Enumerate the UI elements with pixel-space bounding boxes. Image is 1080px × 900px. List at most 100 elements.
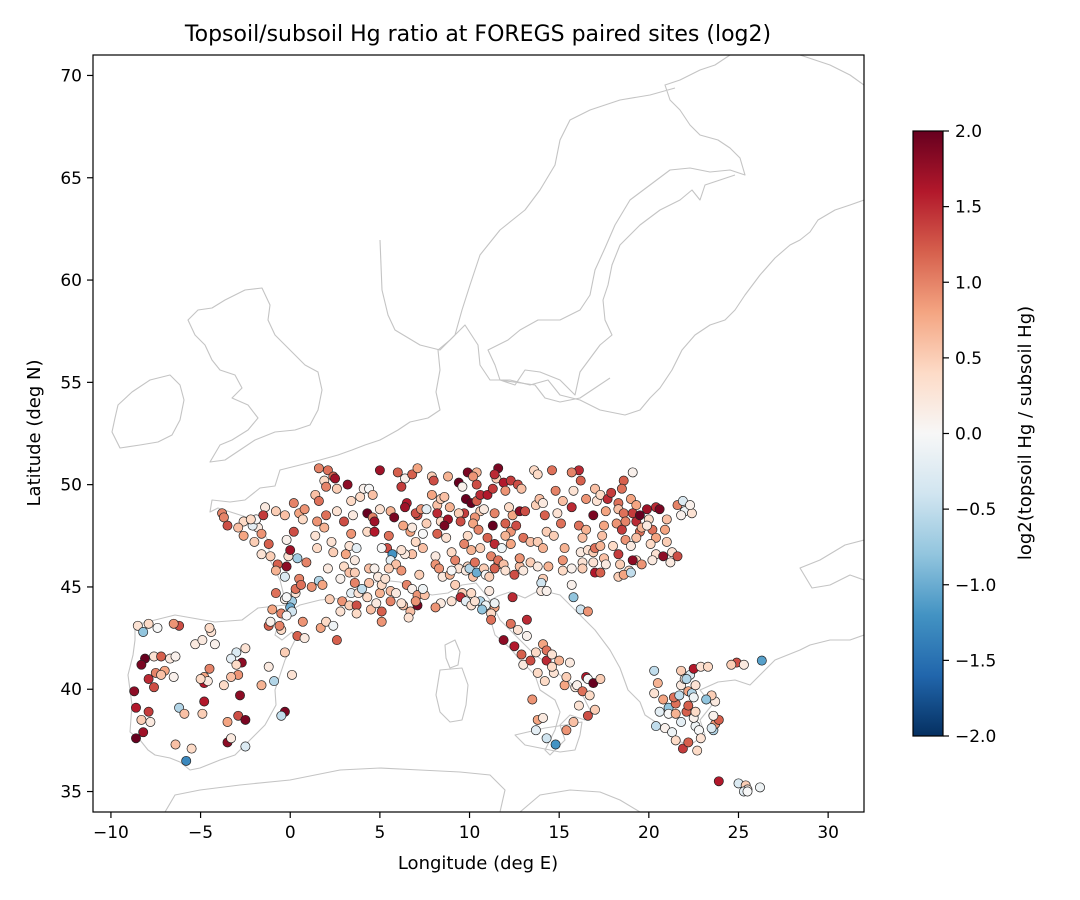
x-tick-label: 5 [374,823,385,843]
data-point [297,514,308,525]
data-point [486,614,497,625]
data-point [575,475,586,486]
data-point [530,647,541,658]
y-tick-label: 40 [60,680,82,700]
data-point [473,524,484,535]
data-point [620,516,631,527]
data-point [396,598,407,609]
data-point [654,706,665,717]
colorbar-tick-label: 0.0 [955,425,982,445]
data-point [692,745,703,756]
data-point [661,514,672,525]
data-point [131,702,141,713]
data-point [466,588,477,599]
data-point [129,686,140,697]
data-point [520,506,531,517]
data-point [511,520,522,531]
data-point [552,508,563,519]
data-point [226,672,237,682]
data-point [548,530,559,541]
data-point [446,547,457,558]
data-point [670,735,681,746]
data-point [204,663,215,674]
data-point [627,555,638,566]
data-point [706,723,717,734]
data-point [547,661,557,672]
data-point [342,479,353,490]
data-point [245,514,256,525]
data-point [369,516,380,527]
data-point [233,522,244,533]
data-point [348,510,358,521]
data-point [276,710,287,721]
data-point [439,520,450,531]
data-point [489,469,500,480]
data-point [634,510,645,521]
data-point [557,496,568,506]
data-point [428,475,439,486]
data-point [516,649,527,660]
data-point [240,714,251,725]
y-axis-ticks: 35 40 45 50 55 60 65 70 [60,66,93,803]
data-point [357,584,367,594]
data-point [608,541,618,551]
colorbar-tick-label: −1.0 [955,576,996,596]
data-point [240,741,251,752]
data-point [642,504,652,515]
data-point [577,563,588,574]
data-point [319,522,330,533]
data-point [256,549,267,560]
data-point [149,682,159,693]
data-point [446,596,457,607]
data-point [287,669,297,680]
data-point [432,528,443,539]
data-point [498,635,509,646]
data-point [285,545,296,556]
data-point [573,700,584,711]
data-point [349,577,360,588]
coastline-baltic-north [209,199,864,613]
data-point [667,727,678,738]
data-point [615,559,626,570]
data-point [204,622,215,633]
data-point [688,692,699,703]
data-point [631,500,642,511]
data-point [222,520,233,531]
data-point [625,541,636,551]
data-point [541,733,552,744]
data-point [231,659,242,670]
coastline-ireland [111,374,185,449]
data-point [392,467,403,478]
data-point [581,524,592,535]
data-point [561,725,572,736]
data-point [328,547,339,558]
data-point [143,618,154,629]
data-point [265,551,276,562]
data-point [532,469,543,480]
data-point [651,532,661,543]
data-point [274,620,285,631]
data-point [297,616,308,627]
data-point [315,622,326,633]
data-point [374,504,385,515]
data-point [249,536,260,547]
data-point [430,602,441,613]
data-point [279,571,290,582]
data-point [281,561,292,572]
data-point [568,717,579,727]
data-point [543,561,554,572]
data-point [672,551,683,562]
x-axis-ticks: −10 −5 0 5 10 15 20 25 30 [93,812,839,843]
data-point [218,680,229,691]
data-point [376,616,387,627]
data-point [681,674,692,684]
data-point [645,539,656,549]
x-tick-label: −10 [93,823,129,843]
data-point [362,592,373,603]
data-point [296,579,306,590]
data-point [455,516,466,527]
data-point [642,520,652,531]
data-point [426,489,437,500]
data-point [410,536,421,547]
data-point [238,530,249,541]
